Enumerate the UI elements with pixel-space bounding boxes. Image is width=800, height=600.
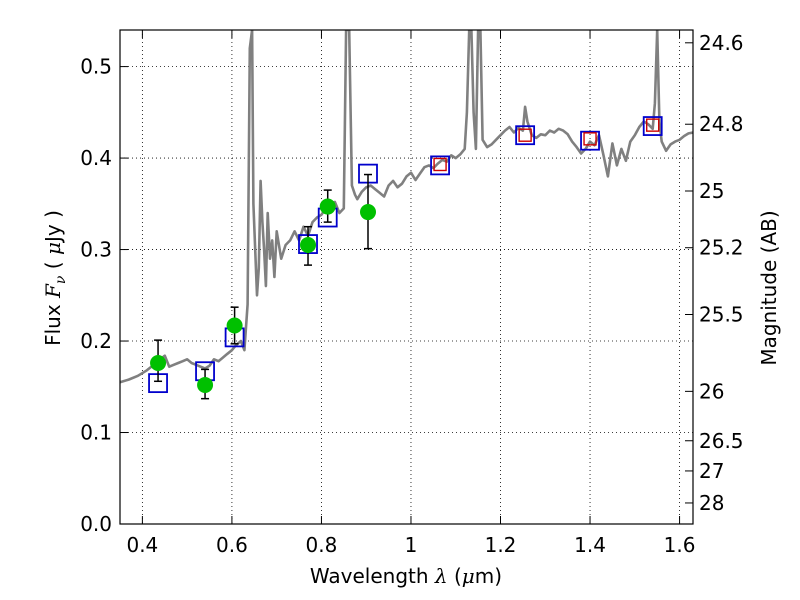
observed-point [150, 354, 167, 371]
y2-tick-label: 25.5 [699, 303, 744, 327]
y-axis-label: Flux Fν ( μJy ) [41, 210, 69, 346]
x-tick-label: 0.4 [126, 533, 158, 557]
observed-point [300, 236, 317, 253]
y2-tick-label: 25.2 [699, 236, 744, 260]
y2-tick-label: 26.5 [699, 429, 744, 453]
x-tick-label: 1.4 [574, 533, 606, 557]
spectrum-layer [120, 30, 693, 384]
y2-tick-label: 27 [699, 459, 724, 483]
y2-tick-label: 28 [699, 491, 724, 515]
observed-point [319, 198, 336, 215]
model-point-square [430, 155, 450, 176]
y2-tick-label: 25 [699, 179, 724, 203]
markers-layer [148, 116, 663, 400]
y-tick-label: 0.4 [80, 146, 112, 170]
model-point-square [515, 125, 536, 146]
observed-point [197, 376, 214, 393]
spectrum-line [120, 30, 693, 384]
x-tick-label: 1.2 [485, 533, 517, 557]
y-tick-label: 0.0 [80, 512, 112, 536]
model-point-square [580, 130, 600, 151]
model-point-red-square [646, 118, 660, 132]
y-tick-label: 0.3 [80, 238, 112, 262]
observed-point [226, 317, 243, 334]
y-tick-label: 0.1 [80, 421, 112, 445]
ticks: 0.4 0.6 0.8 1 1.2 1.4 1.6 0.0 0.1 0.2 0.3 0.4 0.5 24.… [80, 30, 744, 557]
x-axis-label: Wavelength λ (μm) [310, 564, 502, 588]
x-tick-label: 1 [405, 533, 418, 557]
y2-tick-label: 24.8 [699, 112, 744, 136]
y2-tick-label: 26 [699, 379, 724, 403]
y-tick-label: 0.5 [80, 55, 112, 79]
model-point-red-square [583, 132, 597, 146]
model-point-square [642, 116, 663, 136]
model-point-red-square [433, 157, 447, 172]
x-tick-label: 0.6 [216, 533, 248, 557]
plot-frame [119, 29, 694, 525]
y2-axis-label: Magnitude (AB) [757, 210, 781, 365]
x-tick-label: 1.6 [664, 533, 696, 557]
y-tick-label: 0.2 [80, 329, 112, 353]
model-point-red-square [518, 128, 532, 142]
y2-tick-label: 24.6 [699, 31, 744, 55]
grid [120, 30, 693, 525]
observed-point [360, 204, 377, 221]
x-tick-label: 0.8 [306, 533, 338, 557]
